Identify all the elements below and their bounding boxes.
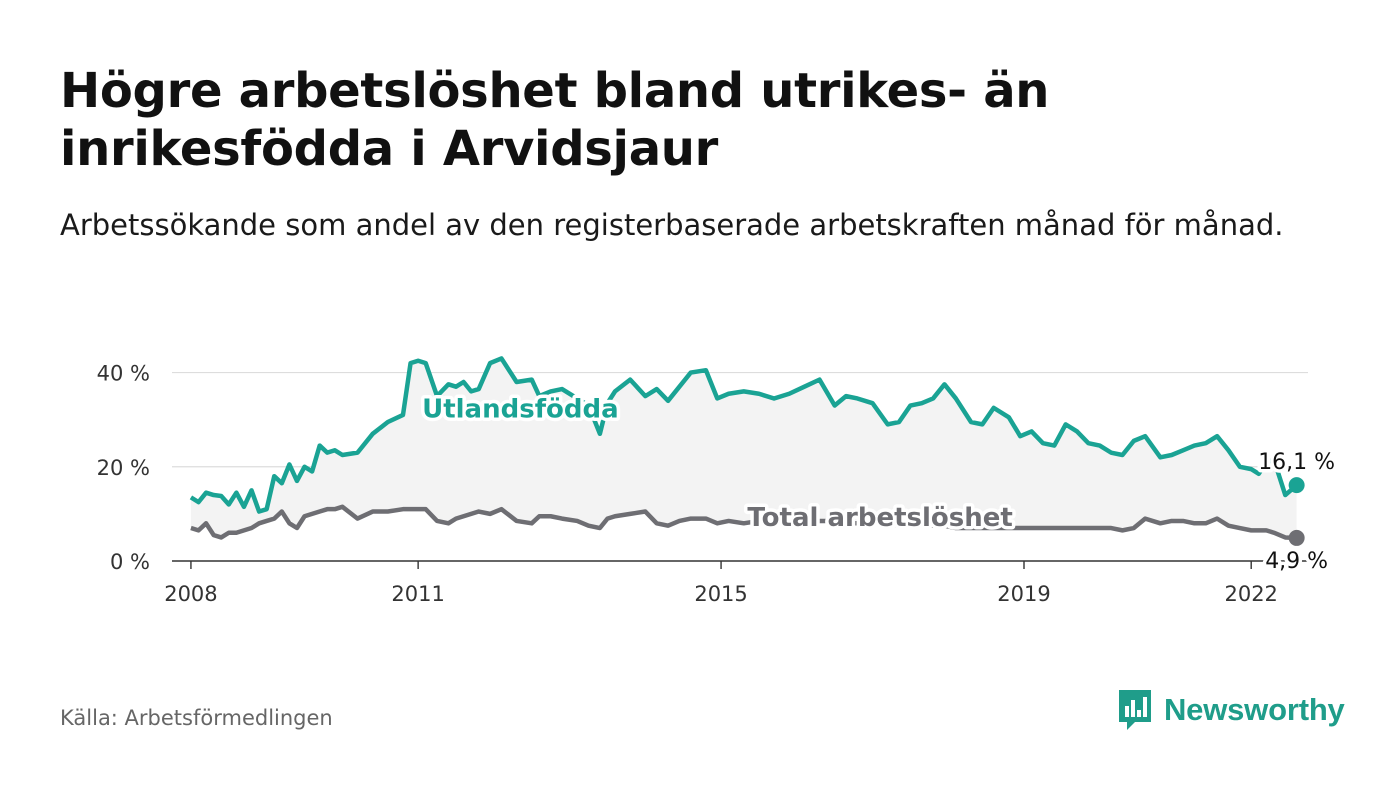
series-label-foreign-halo: Utlandsfödda [422, 394, 619, 424]
end-label-foreign-halo: 16,1 % [1258, 450, 1335, 475]
end-marker-total [1288, 529, 1305, 546]
y-tick-label: 20 % [97, 456, 150, 480]
x-tick-label: 2008 [164, 582, 217, 606]
chart-subtitle: Arbetssökande som andel av den registerb… [60, 208, 1284, 242]
gap-area [190, 358, 1297, 538]
x-tick-label: 2022 [1224, 582, 1277, 606]
x-tick-label: 2011 [391, 582, 444, 606]
source-note: Källa: Arbetsförmedlingen [60, 706, 333, 730]
y-tick-label: 40 % [97, 362, 150, 386]
brand-name: Newsworthy [1164, 692, 1345, 727]
end-label-total: 4,9 % [1265, 549, 1328, 574]
series-line-total [190, 504, 1297, 541]
bar-chart-icon [1119, 690, 1151, 730]
page-title: Högre arbetslöshet bland utrikes- än inr… [60, 63, 1050, 177]
brand-logo: Newsworthy [1116, 688, 1345, 732]
y-tick-label: 0 % [110, 550, 150, 574]
line-chart: 0 % 20 % 40 % 2008 2011 2015 2019 2022 Utlandsfö… [97, 356, 1339, 606]
series-label-total-halo: Total arbetslöshet [747, 503, 1012, 533]
series-label-foreign: Utlandsfödda [422, 394, 619, 424]
end-label-total-halo: 4,9 % [1265, 549, 1328, 574]
x-tick-label: 2019 [997, 582, 1050, 606]
end-marker-foreign [1288, 477, 1305, 494]
end-label-foreign: 16,1 % [1258, 450, 1335, 475]
series-line-foreign [189, 356, 1299, 514]
x-tick-label: 2015 [694, 582, 747, 606]
series-label-total: Total arbetslöshet [747, 503, 1012, 533]
